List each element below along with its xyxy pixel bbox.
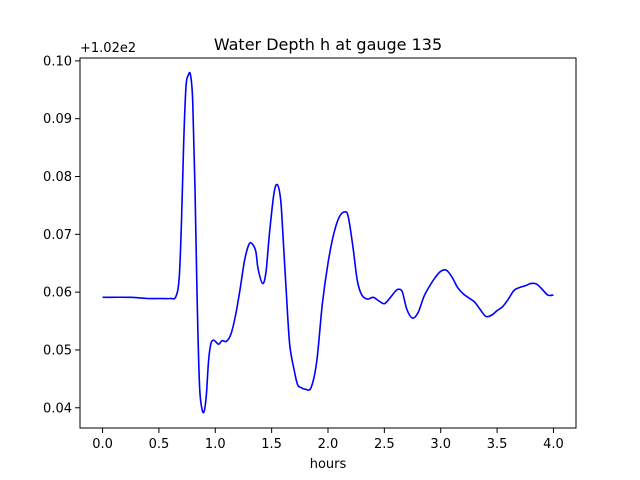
x-tick-label: 2.5 bbox=[374, 437, 395, 452]
x-axis: 0.0 0.5 1.0 1.5 2.0 2.5 3.0 3.5 4.0 bbox=[92, 428, 564, 452]
x-tick-label: 1.0 bbox=[205, 437, 226, 452]
x-tick-label: 2.0 bbox=[318, 437, 339, 452]
plot-background bbox=[80, 58, 576, 428]
x-tick-label: 3.0 bbox=[430, 437, 451, 452]
y-tick-label: 0.06 bbox=[43, 286, 72, 301]
series-line bbox=[102, 71, 554, 414]
y-offset-label: +1.02e2 bbox=[80, 41, 136, 56]
x-tick-label: 0.5 bbox=[149, 437, 170, 452]
y-tick-label: 0.05 bbox=[43, 343, 72, 358]
y-tick-label: 0.04 bbox=[43, 401, 72, 416]
series-layer bbox=[102, 71, 554, 414]
x-tick-label: 3.5 bbox=[487, 437, 508, 452]
x-tick-label: 0.0 bbox=[92, 437, 113, 452]
x-axis-label: hours bbox=[310, 457, 347, 472]
y-tick-label: 0.07 bbox=[43, 228, 72, 243]
y-tick-label: 0.09 bbox=[43, 112, 72, 127]
x-tick-label: 4.0 bbox=[543, 437, 564, 452]
chart-title: Water Depth h at gauge 135 bbox=[214, 35, 442, 54]
x-tick-label: 1.5 bbox=[261, 437, 282, 452]
y-axis: 0.04 0.05 0.06 0.07 0.08 0.09 0.10 bbox=[43, 54, 80, 416]
y-tick-label: 0.10 bbox=[43, 54, 72, 69]
y-tick-label: 0.08 bbox=[43, 170, 72, 185]
